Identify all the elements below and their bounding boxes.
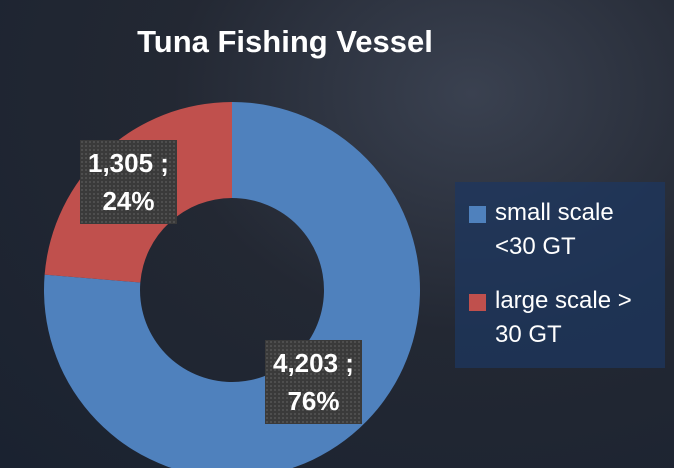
legend-label: small scale <30 GT [495,199,614,260]
chart-title: Tuna Fishing Vessel [137,24,433,59]
legend-swatch [469,206,486,223]
legend-item: small scale <30 GT [469,196,659,264]
legend: small scale <30 GT large scale > 30 GT [455,182,665,368]
legend-label: large scale > 30 GT [495,287,632,348]
data-label: 4,203 ; 76% [265,340,362,424]
data-label: 1,305 ; 24% [80,140,177,224]
legend-item: large scale > 30 GT [469,284,659,352]
legend-swatch [469,294,486,311]
